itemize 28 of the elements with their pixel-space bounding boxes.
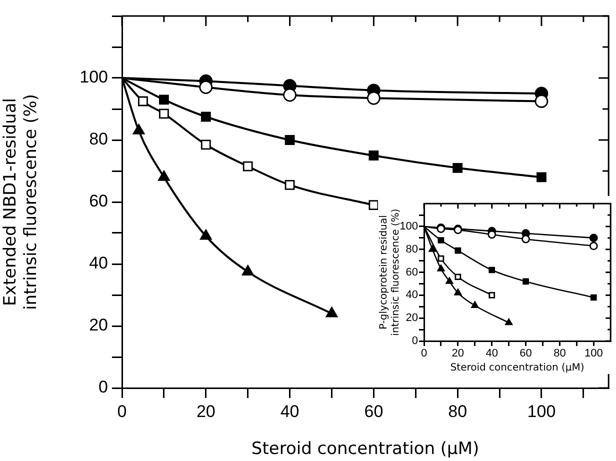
x-axis-title: Steroid concentration (µM) xyxy=(450,362,584,374)
y-tick-label: 20 xyxy=(406,312,418,324)
y-axis-title: Extended NBD1-residual intrinsic fluorescence (%) xyxy=(0,94,42,310)
y-tick-label: 0 xyxy=(412,335,418,348)
x-tick-label: 80 xyxy=(554,348,566,360)
y-tick-label: 80 xyxy=(89,130,108,149)
y-axis-title: P-glycoprotein residual intrinsic fluorescence (%) xyxy=(378,208,402,336)
x-tick-label: 100 xyxy=(584,348,603,360)
y-tick-label: 40 xyxy=(89,254,108,273)
y-tick-label: 40 xyxy=(406,289,418,302)
x-axis-title: Steroid concentration (µM) xyxy=(251,439,480,460)
y-tick-label: 100 xyxy=(80,68,108,87)
x-tick-label: 100 xyxy=(527,402,556,421)
y-tick-label: 60 xyxy=(89,192,108,211)
y-tick-label: 60 xyxy=(406,266,418,278)
y-tick-label: 0 xyxy=(98,378,108,397)
x-tick-label: 40 xyxy=(486,348,498,360)
x-tick-label: 0 xyxy=(420,348,428,360)
y-tick-label: 20 xyxy=(89,316,108,335)
x-tick-label: 0 xyxy=(117,402,127,421)
x-tick-label: 60 xyxy=(520,348,532,360)
x-tick-label: 40 xyxy=(280,402,300,421)
y-tick-label: 80 xyxy=(406,243,418,256)
x-tick-label: 60 xyxy=(364,402,384,421)
x-tick-label: 80 xyxy=(448,402,468,421)
y-tick-label: 100 xyxy=(400,220,418,233)
x-tick-label: 20 xyxy=(196,402,216,421)
x-tick-label: 20 xyxy=(452,348,464,360)
